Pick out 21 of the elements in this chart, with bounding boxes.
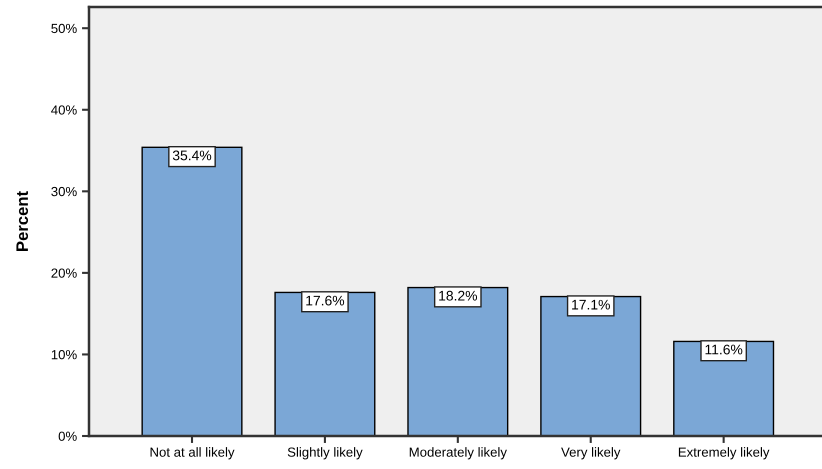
x-tick-label: Moderately likely: [410, 447, 507, 460]
y-tick-label: 10%: [52, 350, 77, 360]
data-label: 18.2%: [439, 290, 478, 301]
x-tick-label: Not at all likely: [150, 447, 235, 460]
bar: [540, 296, 642, 436]
y-tick-label: 50%: [51, 24, 77, 34]
y-tick-label: 20%: [51, 268, 77, 278]
y-tick-label: 40%: [51, 105, 77, 115]
data-label: 17.1%: [572, 300, 610, 310]
bar: [407, 286, 508, 436]
y-tick-label: 0%: [58, 432, 77, 441]
data-label: 35.4%: [172, 150, 212, 160]
x-tick-label: Very likely: [561, 447, 620, 460]
y-axis-title: Percent: [16, 191, 28, 251]
bar: [274, 292, 376, 436]
data-label: 11.6%: [706, 344, 742, 354]
bar: [141, 146, 243, 436]
x-tick-label: Slightly likely: [288, 447, 363, 460]
data-label: 17.6%: [306, 296, 344, 306]
x-tick-label: Extremely likely: [678, 447, 770, 460]
y-tick-label: 30%: [51, 186, 77, 196]
